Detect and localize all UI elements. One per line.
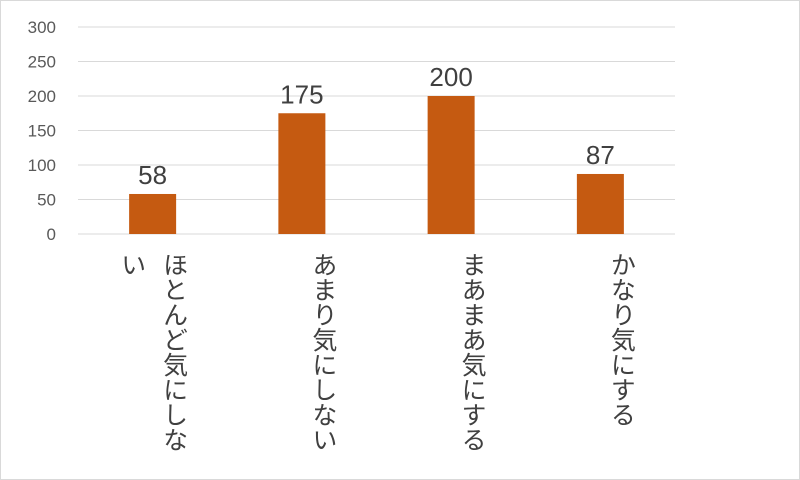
bar <box>278 113 326 234</box>
bar <box>576 173 624 234</box>
grid-lines <box>78 26 675 235</box>
y-tick-label: 0 <box>47 225 56 244</box>
category-label: まあまあ気にする <box>458 252 488 452</box>
category-label: ほとんど気にしない <box>117 252 189 452</box>
y-tick-label: 50 <box>37 191 56 210</box>
y-tick-label: 150 <box>28 122 56 141</box>
category-label: かなり気にする <box>607 252 637 427</box>
data-label: 175 <box>280 79 323 109</box>
data-label: 200 <box>429 62 472 92</box>
y-axis-ticks: 0 50 100 150 200 250 300 <box>28 18 56 244</box>
bar <box>427 96 475 234</box>
data-label: 58 <box>138 160 167 190</box>
bar <box>129 193 177 234</box>
y-tick-label: 300 <box>28 18 56 37</box>
bars <box>129 96 624 234</box>
data-label: 87 <box>586 140 615 170</box>
y-tick-label: 250 <box>28 53 56 72</box>
y-tick-label: 100 <box>28 156 56 175</box>
data-labels: 58 175 200 87 <box>138 62 615 190</box>
y-tick-label: 200 <box>28 87 56 106</box>
category-label: あまり気にしない <box>308 252 338 452</box>
